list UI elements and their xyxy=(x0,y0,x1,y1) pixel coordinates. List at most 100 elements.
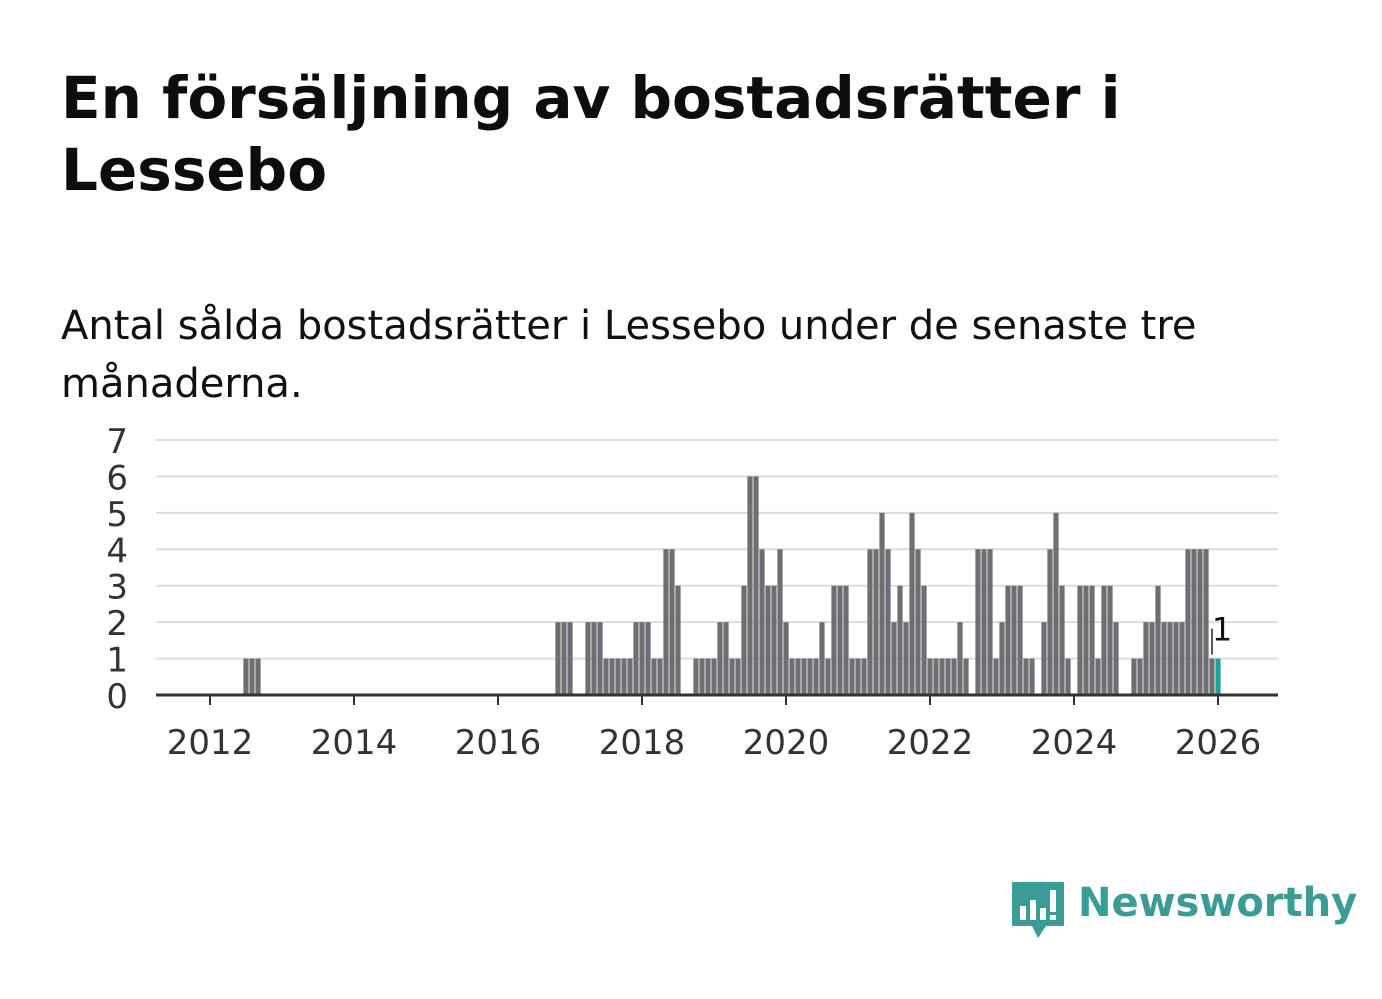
bar xyxy=(1095,658,1101,695)
y-tick-label: 0 xyxy=(106,677,128,717)
bar xyxy=(1137,658,1143,695)
bar xyxy=(603,658,609,695)
y-tick-label: 3 xyxy=(106,568,128,608)
bar xyxy=(891,622,897,695)
bar xyxy=(753,476,759,695)
bar xyxy=(981,549,987,695)
bar xyxy=(963,658,969,695)
x-tick-label: 2014 xyxy=(311,723,398,763)
bar xyxy=(1143,622,1149,695)
bar xyxy=(1059,585,1065,695)
bar xyxy=(789,658,795,695)
bar xyxy=(729,658,735,695)
bar xyxy=(1173,622,1179,695)
x-tick-label: 2012 xyxy=(167,723,254,763)
bar xyxy=(759,549,765,695)
bar xyxy=(555,622,561,695)
bar xyxy=(807,658,813,695)
bar xyxy=(795,658,801,695)
bar xyxy=(783,622,789,695)
bar xyxy=(885,549,891,695)
x-tick-label: 2020 xyxy=(743,723,830,763)
bar xyxy=(1161,622,1167,695)
bar xyxy=(771,585,777,695)
bar xyxy=(591,622,597,695)
bar xyxy=(1215,658,1221,695)
bar xyxy=(1197,549,1203,695)
bar xyxy=(1107,585,1113,695)
bar xyxy=(585,622,591,695)
bar xyxy=(843,585,849,695)
x-tick-label: 2022 xyxy=(887,723,974,763)
bar xyxy=(1011,585,1017,695)
bar xyxy=(921,585,927,695)
bar xyxy=(693,658,699,695)
bar xyxy=(897,585,903,695)
bar xyxy=(255,658,261,695)
bar xyxy=(861,658,867,695)
y-tick-label: 6 xyxy=(106,458,128,498)
bar xyxy=(627,658,633,695)
bar xyxy=(1191,549,1197,695)
bar xyxy=(561,622,567,695)
bar xyxy=(1155,585,1161,695)
bar xyxy=(675,585,681,695)
bar xyxy=(765,585,771,695)
bar xyxy=(717,622,723,695)
bar xyxy=(705,658,711,695)
y-tick-label: 4 xyxy=(106,531,128,571)
bar xyxy=(735,658,741,695)
x-tick-label: 2018 xyxy=(599,723,686,763)
bar xyxy=(1179,622,1185,695)
bar xyxy=(813,658,819,695)
bar xyxy=(1203,549,1209,695)
bar xyxy=(957,622,963,695)
bar xyxy=(651,658,657,695)
chart-subtitle: Antal sålda bostadsrätter i Lessebo unde… xyxy=(61,303,1197,407)
chart-title: En försäljning av bostadsrätter i Lesseb… xyxy=(61,64,1121,204)
bar xyxy=(879,512,885,695)
bar xyxy=(831,585,837,695)
y-tick-label: 5 xyxy=(106,495,128,535)
bar xyxy=(873,549,879,695)
bar xyxy=(1065,658,1071,695)
bar xyxy=(993,658,999,695)
brand-name: Newsworthy xyxy=(1078,880,1358,926)
bar xyxy=(927,658,933,695)
y-tick-label: 1 xyxy=(106,641,128,681)
bar xyxy=(933,658,939,695)
bar xyxy=(243,658,249,695)
annotation-label: 1 xyxy=(1212,611,1232,649)
bar xyxy=(1047,549,1053,695)
bar xyxy=(609,658,615,695)
bar xyxy=(849,658,855,695)
bar xyxy=(999,622,1005,695)
bar xyxy=(915,549,921,695)
y-tick-label: 2 xyxy=(106,604,128,644)
bar xyxy=(645,622,651,695)
bar xyxy=(951,658,957,695)
bar xyxy=(855,658,861,695)
bar xyxy=(1101,585,1107,695)
bar xyxy=(1077,585,1083,695)
bar xyxy=(669,549,675,695)
bar xyxy=(825,658,831,695)
bar xyxy=(1131,658,1137,695)
bar xyxy=(1167,622,1173,695)
bar xyxy=(903,622,909,695)
bar xyxy=(1083,585,1089,695)
bar xyxy=(663,549,669,695)
bar xyxy=(1005,585,1011,695)
bar xyxy=(801,658,807,695)
bar xyxy=(1113,622,1119,695)
x-tick-label: 2016 xyxy=(455,723,542,763)
bar xyxy=(615,658,621,695)
bar xyxy=(567,622,573,695)
bar xyxy=(1209,658,1215,695)
bar xyxy=(939,658,945,695)
bar xyxy=(699,658,705,695)
bar xyxy=(249,658,255,695)
bar xyxy=(1029,658,1035,695)
x-tick-label: 2026 xyxy=(1175,723,1262,763)
